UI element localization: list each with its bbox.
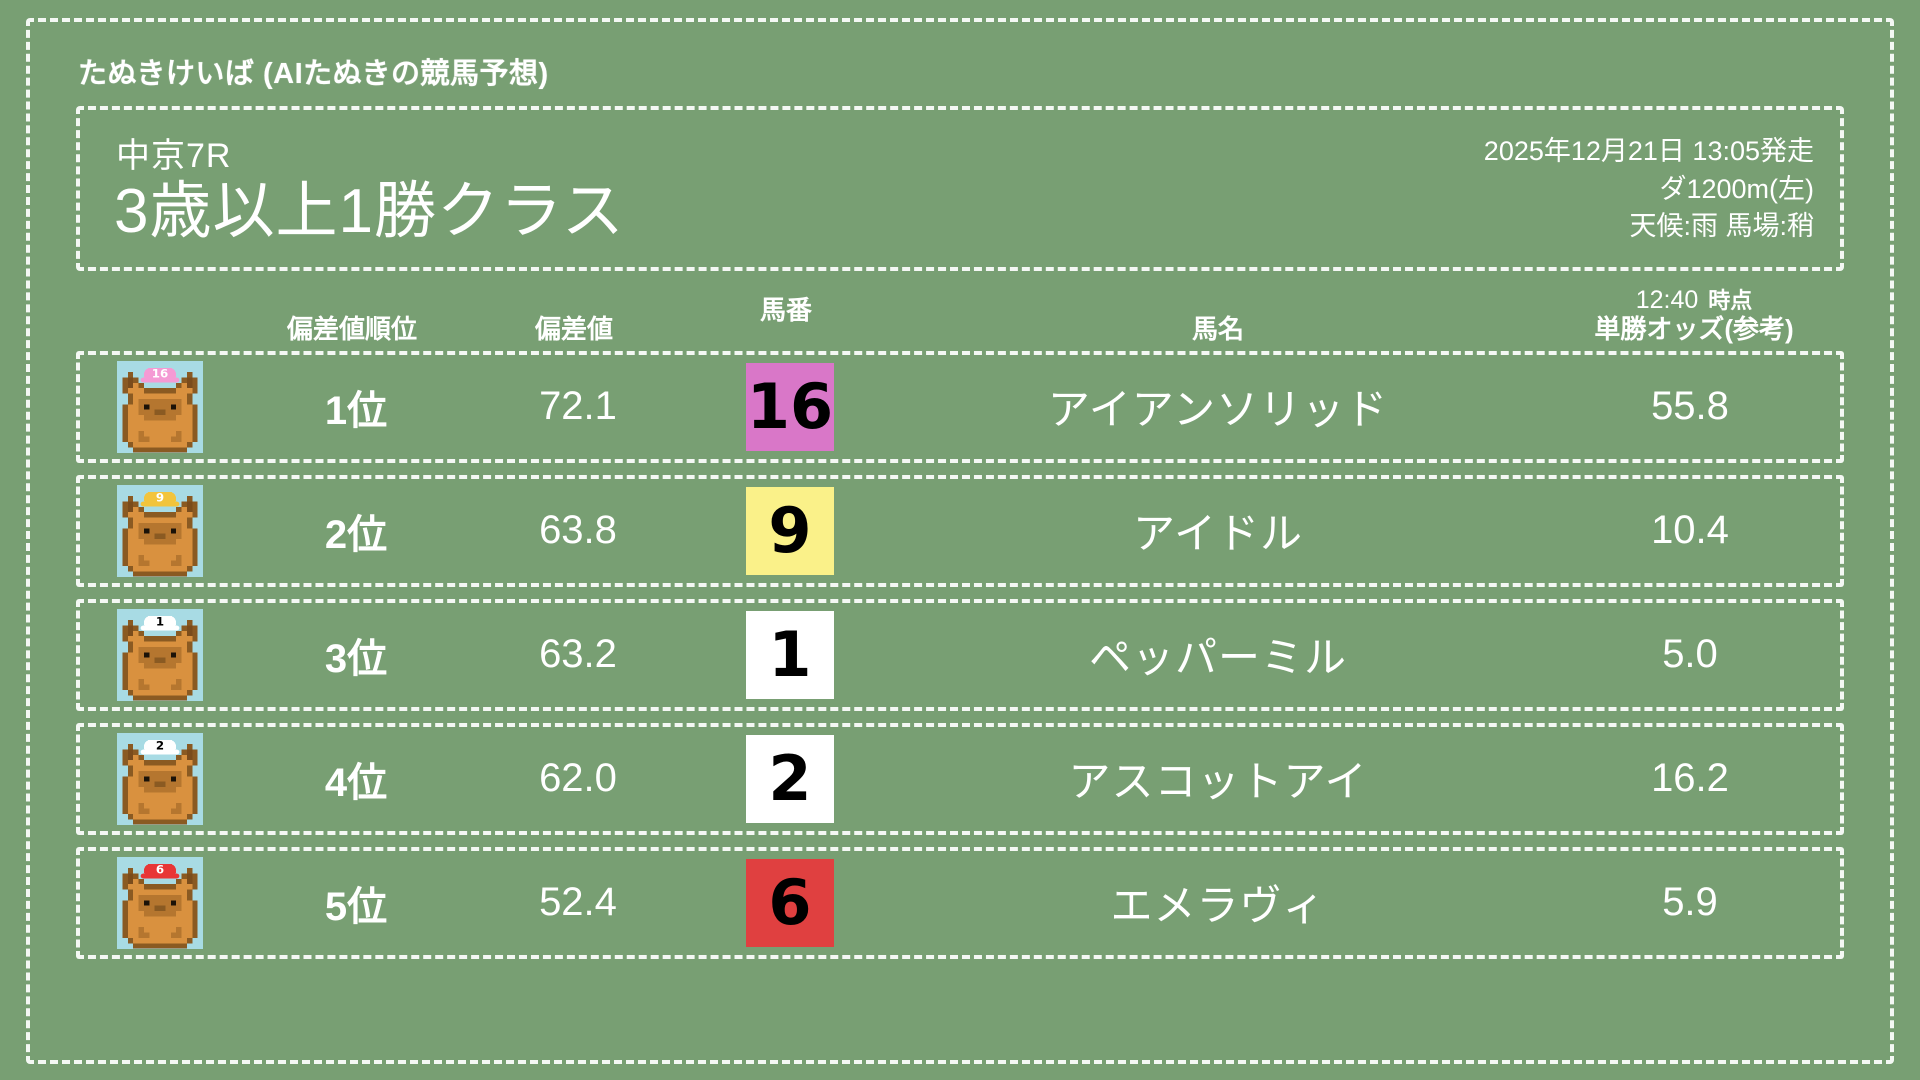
horse-name-value: アイアンソリッド — [1047, 386, 1389, 434]
odds-header-time-suffix: 時点 — [1708, 288, 1753, 314]
svg-text:6: 6 — [156, 863, 164, 877]
odds-header-time: 12:40 — [1635, 286, 1699, 315]
race-name-title: 3歳以上1勝クラス — [114, 177, 625, 246]
rank-value: 1位 — [324, 388, 388, 433]
horse-number-cell: 1 — [684, 610, 896, 699]
svg-text:9: 9 — [156, 491, 164, 505]
horse-number-cell: 6 — [684, 858, 896, 947]
race-header-left: 中京7R 3歳以上1勝クラス — [106, 124, 625, 244]
column-header-horse-name: 馬名 — [1191, 313, 1244, 344]
svg-text:16: 16 — [152, 367, 168, 381]
horse-number-cell: 9 — [684, 486, 896, 575]
odds-value: 5.0 — [1662, 632, 1718, 677]
horse-name-value: アスコットアイ — [1068, 758, 1368, 806]
tanuki-avatar: 16 — [80, 360, 240, 453]
odds-value: 55.8 — [1651, 384, 1729, 429]
race-track-distance: ダ1200m(左) — [1659, 173, 1814, 204]
tanuki-avatar: 6 — [80, 856, 240, 949]
rank-value: 4位 — [324, 760, 388, 805]
deviation-value: 72.1 — [539, 384, 617, 429]
tanuki-avatar: 2 — [80, 732, 240, 825]
column-header-avatar — [76, 277, 236, 351]
race-datetime: 2025年12月21日 13:05発走 — [1483, 136, 1814, 166]
tanuki-avatar: 1 — [80, 608, 240, 701]
horse-name-value: アイドル — [1133, 510, 1303, 558]
race-course-label: 中京7R — [116, 137, 232, 175]
horse-number-badge: 6 — [746, 858, 834, 947]
horse-number-cell: 2 — [684, 734, 896, 823]
horse-number-badge: 9 — [746, 486, 834, 575]
odds-value: 5.9 — [1662, 880, 1718, 925]
tanuki-avatar: 9 — [80, 484, 240, 577]
table-row[interactable]: 1 3位 63.2 1 ペッパーミル 5.0 — [76, 598, 1844, 711]
column-header-odds: 12:40 時点 単勝オッズ(参考) — [1544, 277, 1844, 351]
horse-name-value: ペッパーミル — [1088, 634, 1347, 682]
svg-text:2: 2 — [156, 739, 164, 753]
odds-value: 16.2 — [1651, 756, 1729, 801]
column-header-rank: 偏差値順位 — [286, 313, 417, 344]
table-row[interactable]: 2 4位 62.0 2 アスコットアイ 16.2 — [76, 722, 1844, 835]
odds-value: 10.4 — [1651, 508, 1729, 553]
horse-number-badge: 2 — [746, 734, 834, 823]
horse-number-badge: 1 — [746, 610, 834, 699]
table-row[interactable]: 9 2位 63.8 9 アイドル 10.4 — [76, 474, 1844, 587]
rank-value: 5位 — [324, 884, 388, 929]
prediction-table: 偏差値順位 偏差値 馬番 馬名 12:40 時点 単勝オッズ(参考) 16 1位 72… — [76, 277, 1844, 959]
odds-header-time-row: 12:40 時点 — [1636, 286, 1753, 315]
odds-header-label: 単勝オッズ(参考) — [1594, 313, 1794, 344]
horse-name-value: エメラヴィ — [1110, 882, 1326, 930]
column-header-horse-number: 馬番 — [759, 294, 812, 325]
table-row[interactable]: 16 1位 72.1 16 アイアンソリッド 55.8 — [76, 350, 1844, 463]
deviation-value: 62.0 — [539, 756, 617, 801]
horse-number-badge: 16 — [746, 362, 834, 451]
deviation-value: 63.2 — [539, 632, 617, 677]
table-header-row: 偏差値順位 偏差値 馬番 馬名 12:40 時点 単勝オッズ(参考) — [76, 277, 1844, 351]
site-title: たぬきけいば (AIたぬきの競馬予想) — [78, 58, 549, 90]
rank-value: 2位 — [324, 512, 388, 557]
rank-value: 3位 — [324, 636, 388, 681]
table-row[interactable]: 6 5位 52.4 6 エメラヴィ 5.9 — [76, 846, 1844, 959]
column-header-deviation: 偏差値 — [534, 313, 613, 344]
table-body: 16 1位 72.1 16 アイアンソリッド 55.8 9 2位 63.8 9 アイドル 10.4 1 3… — [76, 350, 1844, 959]
horse-number-cell: 16 — [684, 362, 896, 451]
race-header-right: 2025年12月21日 13:05発走 ダ1200m(左) 天候:雨 馬場:稍 — [1484, 124, 1814, 247]
race-conditions: 天候:雨 馬場:稍 — [1629, 211, 1814, 242]
race-header-panel: 中京7R 3歳以上1勝クラス 2025年12月21日 13:05発走 ダ1200… — [76, 106, 1844, 271]
deviation-value: 52.4 — [539, 880, 617, 925]
deviation-value: 63.8 — [539, 508, 617, 553]
svg-text:1: 1 — [156, 615, 164, 629]
